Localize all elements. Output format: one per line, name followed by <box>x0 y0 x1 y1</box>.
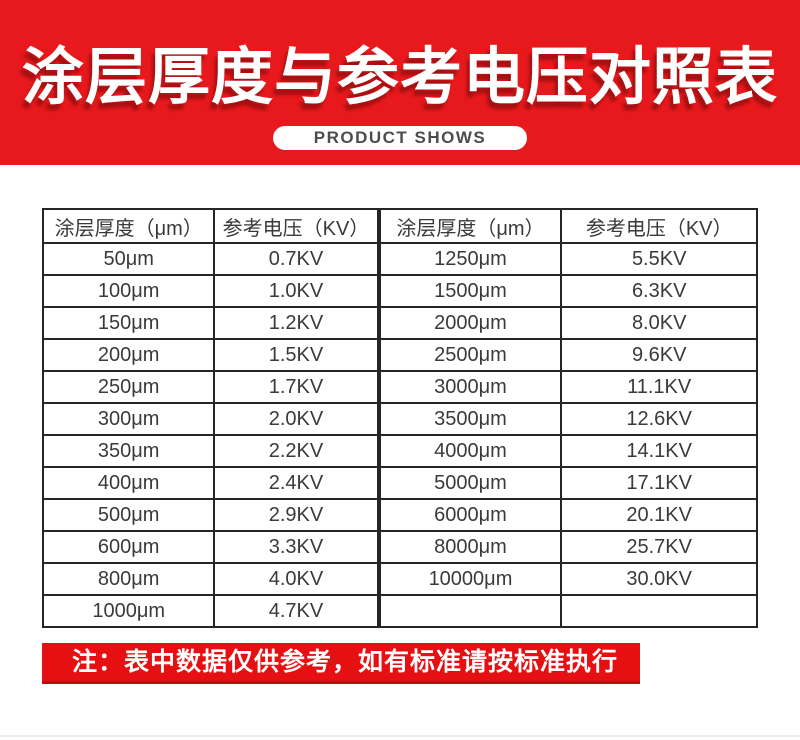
note-banner: 注：表中数据仅供参考，如有标准请按标准执行 <box>42 643 640 684</box>
table-header-thickness-right: 涂层厚度（μm） <box>376 208 563 244</box>
table-cell: 10000μm <box>376 562 563 596</box>
table-cell: 400μm <box>41 466 216 500</box>
table-cell: 20.1KV <box>560 498 758 532</box>
table-cell: 8000μm <box>376 530 563 564</box>
table-cell: 2.9KV <box>213 498 380 532</box>
table-cell: 50μm <box>41 242 216 276</box>
table-cell: 3500μm <box>376 402 563 436</box>
table-cell: 4.7KV <box>213 594 380 628</box>
table-cell: 2000μm <box>376 306 563 340</box>
table-cell: 1250μm <box>376 242 563 276</box>
product-shows-badge: PRODUCT SHOWS <box>273 126 527 150</box>
table-cell: 3.3KV <box>213 530 380 564</box>
table-row: 200μm 1.5KV 2500μm 9.6KV <box>41 338 758 372</box>
table-cell: 2.0KV <box>213 402 380 436</box>
table-cell: 6.3KV <box>560 274 758 308</box>
table-cell: 2500μm <box>376 338 563 372</box>
table-cell: 200μm <box>41 338 216 372</box>
table-cell: 3000μm <box>376 370 563 404</box>
table-row: 250μm 1.7KV 3000μm 11.1KV <box>41 370 758 404</box>
table-cell: 250μm <box>41 370 216 404</box>
table-cell: 500μm <box>41 498 216 532</box>
table-cell: 0.7KV <box>213 242 380 276</box>
table-cell: 6000μm <box>376 498 563 532</box>
table-row: 500μm 2.9KV 6000μm 20.1KV <box>41 498 758 532</box>
table-cell: 150μm <box>41 306 216 340</box>
table-row: 50μm 0.7KV 1250μm 5.5KV <box>41 242 758 276</box>
table-row: 100μm 1.0KV 1500μm 6.3KV <box>41 274 758 308</box>
table-cell: 30.0KV <box>560 562 758 596</box>
table-cell <box>376 594 563 628</box>
table-cell: 1500μm <box>376 274 563 308</box>
table-cell: 4000μm <box>376 434 563 468</box>
table-header-voltage-left: 参考电压（KV） <box>213 208 380 244</box>
header-banner: 涂层厚度与参考电压对照表 PRODUCT SHOWS <box>0 0 800 165</box>
table-cell: 14.1KV <box>560 434 758 468</box>
table-row: 1000μm 4.7KV <box>41 594 758 628</box>
table-cell: 2.2KV <box>213 434 380 468</box>
table-cell <box>560 594 758 628</box>
table-row: 600μm 3.3KV 8000μm 25.7KV <box>41 530 758 564</box>
table-cell: 1.7KV <box>213 370 380 404</box>
table-cell: 1.0KV <box>213 274 380 308</box>
table-cell: 11.1KV <box>560 370 758 404</box>
table-cell: 1000μm <box>41 594 216 628</box>
table-row: 800μm 4.0KV 10000μm 30.0KV <box>41 562 758 596</box>
table-cell: 17.1KV <box>560 466 758 500</box>
table-row: 400μm 2.4KV 5000μm 17.1KV <box>41 466 758 500</box>
table-header-row: 涂层厚度（μm） 参考电压（KV） 涂层厚度（μm） 参考电压（KV） <box>41 208 758 244</box>
table-header-thickness-left: 涂层厚度（μm） <box>41 208 216 244</box>
table-cell: 12.6KV <box>560 402 758 436</box>
table-cell: 350μm <box>41 434 216 468</box>
table-row: 300μm 2.0KV 3500μm 12.6KV <box>41 402 758 436</box>
table-cell: 5.5KV <box>560 242 758 276</box>
bottom-divider <box>0 735 800 737</box>
table-cell: 800μm <box>41 562 216 596</box>
table-row: 350μm 2.2KV 4000μm 14.1KV <box>41 434 758 468</box>
table-cell: 1.5KV <box>213 338 380 372</box>
table-cell: 4.0KV <box>213 562 380 596</box>
table-header-voltage-right: 参考电压（KV） <box>560 208 758 244</box>
table-cell: 600μm <box>41 530 216 564</box>
table-cell: 9.6KV <box>560 338 758 372</box>
table-cell: 8.0KV <box>560 306 758 340</box>
note-text: 注：表中数据仅供参考，如有标准请按标准执行 <box>72 648 619 676</box>
comparison-table-container: 涂层厚度（μm） 参考电压（KV） 涂层厚度（μm） 参考电压（KV） 50μm… <box>41 208 758 628</box>
thickness-voltage-table: 涂层厚度（μm） 参考电压（KV） 涂层厚度（μm） 参考电压（KV） 50μm… <box>41 208 758 628</box>
table-cell: 1.2KV <box>213 306 380 340</box>
table-row: 150μm 1.2KV 2000μm 8.0KV <box>41 306 758 340</box>
table-cell: 2.4KV <box>213 466 380 500</box>
table-cell: 5000μm <box>376 466 563 500</box>
table-cell: 300μm <box>41 402 216 436</box>
page-title: 涂层厚度与参考电压对照表 <box>21 43 778 112</box>
table-cell: 100μm <box>41 274 216 308</box>
product-shows-badge-label: PRODUCT SHOWS <box>313 128 487 147</box>
table-cell: 25.7KV <box>560 530 758 564</box>
